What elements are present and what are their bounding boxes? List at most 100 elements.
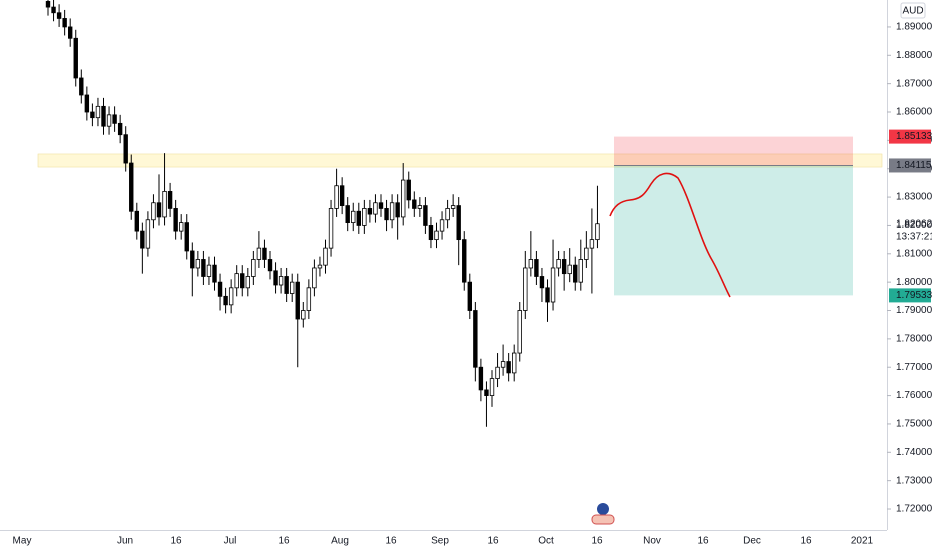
- candle-body: [284, 276, 289, 294]
- y-tick-label: 1.88000: [896, 50, 932, 61]
- candle-body: [412, 199, 417, 209]
- x-tick-label: 16: [278, 536, 290, 547]
- candle-body: [550, 267, 556, 303]
- candle-body: [112, 114, 117, 124]
- candle-body: [156, 202, 162, 218]
- y-tick-label: 1.79000: [896, 305, 932, 316]
- candle-body: [400, 179, 406, 218]
- candle-body: [328, 208, 334, 249]
- x-tick-label: Aug: [331, 536, 349, 547]
- price-label: 1.85133: [896, 131, 932, 142]
- candle-body: [384, 208, 389, 221]
- candle-body: [173, 208, 178, 232]
- candle-body: [129, 162, 134, 212]
- candle-body: [450, 205, 456, 209]
- candle-body: [212, 264, 217, 283]
- candle-body: [195, 259, 201, 269]
- candle-body: [245, 276, 250, 289]
- candle-body: [595, 223, 600, 241]
- candle-body: [484, 389, 489, 396]
- candle-body: [301, 310, 306, 320]
- currency-box[interactable]: [900, 2, 926, 19]
- x-tick-label: 16: [800, 536, 812, 547]
- candle-body: [84, 94, 90, 113]
- logo: [591, 503, 615, 525]
- candle-body: [206, 264, 212, 277]
- candle-body: [167, 191, 173, 209]
- y-tick-label: 1.78000: [896, 334, 932, 345]
- candle-body: [184, 222, 189, 252]
- y-tick-label: 1.89000: [896, 22, 932, 33]
- x-tick-label: 16: [591, 536, 603, 547]
- candle-body: [134, 210, 139, 232]
- candle-body: [434, 230, 439, 241]
- candle-body: [228, 287, 234, 306]
- x-tick-label: 2021: [851, 536, 874, 547]
- candle-body: [101, 105, 106, 127]
- x-tick-label: Dec: [743, 536, 761, 547]
- candle-body: [351, 210, 356, 224]
- candle-body: [589, 239, 595, 249]
- candle-body: [123, 134, 128, 164]
- candle-body: [417, 205, 423, 209]
- y-tick-label: 1.87000: [896, 78, 932, 89]
- candle-body: [356, 210, 361, 226]
- candle-body: [439, 219, 445, 232]
- y-tick-label: 1.72000: [896, 504, 932, 515]
- y-tick-label: 1.76000: [896, 390, 932, 401]
- x-tick-label: Sep: [431, 536, 449, 547]
- logo-icon: [597, 503, 609, 515]
- candle-body: [534, 259, 539, 277]
- y-tick-label: 1.83000: [896, 192, 932, 203]
- price-label: 1.79533: [896, 290, 932, 301]
- candle-body: [573, 264, 578, 283]
- candle-body: [423, 205, 428, 226]
- y-tick-label: 1.82000: [896, 220, 932, 231]
- candle-body: [506, 361, 511, 374]
- candle-body: [162, 191, 167, 218]
- candle-body: [323, 247, 328, 266]
- zone: [37, 153, 883, 168]
- target-area: [614, 165, 853, 296]
- candle-body: [312, 267, 317, 289]
- x-tick-label: 16: [697, 536, 709, 547]
- price-label-box: [889, 129, 931, 144]
- x-tick-label: 16: [385, 536, 397, 547]
- candle-body: [295, 281, 300, 320]
- candle-body: [306, 287, 312, 311]
- y-tick-label: 1.80000: [896, 277, 932, 288]
- y-tick-label: 1.77000: [896, 362, 932, 373]
- candle-body: [201, 259, 206, 277]
- candle-body: [68, 26, 73, 39]
- candle-body: [378, 202, 384, 209]
- candle-body: [545, 287, 550, 303]
- candle-body: [584, 247, 589, 260]
- candle-body: [217, 281, 223, 297]
- price-label-box: [889, 288, 931, 303]
- x-tick-label: 16: [170, 536, 182, 547]
- candle-body: [373, 202, 378, 215]
- x-tick-label: May: [13, 536, 32, 547]
- candle-body: [462, 239, 467, 283]
- candle-body: [251, 259, 256, 277]
- candle-body: [539, 276, 545, 289]
- candle-body: [395, 202, 400, 218]
- price-label: 1.84115: [896, 160, 932, 171]
- candle-body: [106, 114, 112, 127]
- candle-body: [256, 247, 262, 260]
- candle-body: [473, 310, 478, 368]
- candle-body: [561, 259, 567, 275]
- candle-body: [367, 208, 373, 215]
- candle-body: [556, 259, 561, 269]
- candle-body: [45, 1, 51, 8]
- candle-body: [178, 222, 184, 232]
- candle-body: [489, 378, 495, 396]
- candle-body: [362, 208, 367, 226]
- price-label: 1.82062: [896, 218, 932, 229]
- candle-body: [267, 259, 273, 272]
- candle-body: [445, 208, 450, 221]
- y-tick-label: 1.75000: [896, 419, 932, 430]
- candle-body: [240, 273, 245, 289]
- candle-body: [51, 6, 56, 14]
